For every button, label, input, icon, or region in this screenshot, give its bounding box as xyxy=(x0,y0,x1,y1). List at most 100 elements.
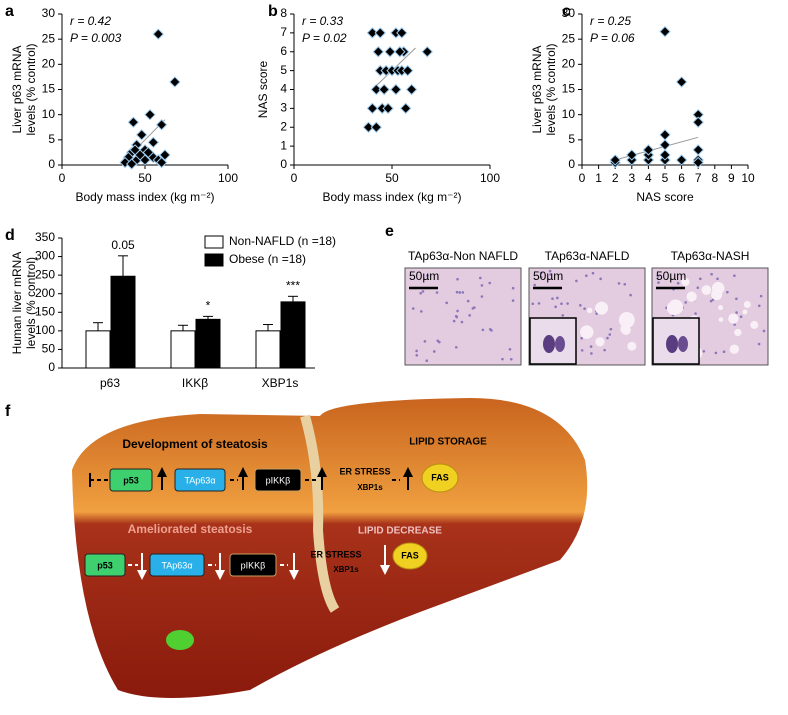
y-tick-label: 15 xyxy=(42,82,56,96)
gallbladder xyxy=(166,630,194,650)
inset-cell xyxy=(543,335,555,353)
y-tick-label: 0 xyxy=(48,360,55,374)
x-tick-label: 6 xyxy=(678,171,685,185)
panel-label: e xyxy=(385,223,394,240)
nucleus xyxy=(454,345,458,349)
point xyxy=(382,102,394,115)
nucleus xyxy=(599,277,602,281)
y-tick-label: 5 xyxy=(48,132,55,146)
y-tick-label: 15 xyxy=(562,82,576,96)
nucleus xyxy=(548,269,552,273)
y-tick-label: 200 xyxy=(35,286,55,300)
x-tick-label: 10 xyxy=(741,171,755,185)
nucleus xyxy=(445,301,448,305)
box xyxy=(109,468,153,492)
point xyxy=(127,116,140,128)
inset-cell xyxy=(678,336,688,352)
point xyxy=(144,108,156,121)
label: pIKKβ xyxy=(241,560,266,570)
nucleus xyxy=(608,333,612,336)
nucleus xyxy=(739,315,743,319)
nucleus xyxy=(461,291,465,294)
y-tick-label: 4 xyxy=(280,82,287,96)
annotation: r = 0.42 xyxy=(70,14,111,28)
liver-diagram: f Development of steatosis LIPID STORAGE… xyxy=(5,398,588,698)
point xyxy=(609,154,621,166)
x-tick-label: 8 xyxy=(711,171,718,185)
nucleus xyxy=(460,320,464,324)
point xyxy=(642,144,655,156)
nucleus xyxy=(488,327,492,331)
nucleus xyxy=(579,304,582,307)
nucleus xyxy=(432,350,436,353)
nucleus xyxy=(699,277,702,281)
nucleus xyxy=(589,345,593,348)
nucleus xyxy=(501,357,504,361)
label: ER STRESS xyxy=(310,549,361,559)
point xyxy=(394,46,406,58)
nucleus xyxy=(759,294,763,298)
point xyxy=(366,102,379,115)
nucleus xyxy=(580,349,584,352)
nucleus xyxy=(531,302,535,306)
y-tick-label: 0 xyxy=(568,157,575,171)
y-tick-label: 20 xyxy=(42,57,56,71)
nucleus xyxy=(580,336,583,340)
vacuole xyxy=(711,289,723,301)
nucleus xyxy=(709,299,713,303)
nucleus xyxy=(591,271,595,275)
nucleus xyxy=(533,283,536,287)
bar xyxy=(195,318,221,369)
nucleus xyxy=(549,273,552,276)
nucleus xyxy=(585,274,588,278)
y-tick-label: 0 xyxy=(48,157,55,171)
y-tick-label: 350 xyxy=(35,230,55,244)
nucleus xyxy=(726,290,729,294)
y-tick-label: 3 xyxy=(280,101,287,115)
nucleus xyxy=(511,299,515,302)
nucleus xyxy=(676,281,680,285)
x-tick-label: p63 xyxy=(100,376,120,390)
x-tick-label: 7 xyxy=(695,171,702,185)
annotation: P = 0.06 xyxy=(590,31,635,45)
vacuole xyxy=(580,325,594,339)
y-tick-label: 250 xyxy=(35,267,55,281)
point xyxy=(626,149,638,161)
nucleus xyxy=(561,314,565,317)
x-tick-label: 0 xyxy=(291,171,298,185)
x-tick-label: 50 xyxy=(138,171,152,185)
bottom-right: LIPID DECREASE xyxy=(358,526,442,537)
nucleus xyxy=(466,299,470,303)
x-tick-label: 1 xyxy=(595,171,602,185)
y-axis-label: levels (% control) xyxy=(24,257,38,349)
point xyxy=(159,149,171,161)
label: XBP1s xyxy=(357,483,383,492)
annotation: P = 0.02 xyxy=(302,31,347,45)
x-tick-label: 0 xyxy=(579,171,586,185)
nucleus xyxy=(508,347,512,351)
y-tick-label: 50 xyxy=(42,342,56,356)
nucleus xyxy=(657,281,660,284)
y-tick-label: 25 xyxy=(42,31,56,45)
nucleus xyxy=(603,348,606,352)
nucleus xyxy=(733,323,736,326)
bar xyxy=(85,330,111,369)
y-axis-label: Liver p63 mRNA xyxy=(530,45,544,133)
scale-label: 50µm xyxy=(533,269,563,283)
point xyxy=(390,83,402,96)
x-axis-label: Body mass index (kg m⁻²) xyxy=(322,190,461,204)
vacuole xyxy=(627,341,637,351)
point xyxy=(370,121,383,133)
panel-label: d xyxy=(5,227,15,244)
point xyxy=(126,158,138,170)
nucleus xyxy=(629,293,632,297)
y-axis-label: levels (% control) xyxy=(544,43,558,135)
label: XBP1s xyxy=(333,565,359,574)
y-tick-label: 0 xyxy=(280,157,287,171)
x-tick-label: 2 xyxy=(612,171,619,185)
nucleus xyxy=(415,353,419,357)
y-tick-label: 2 xyxy=(280,119,287,133)
nucleus xyxy=(714,351,718,355)
nucleus xyxy=(566,302,569,305)
y-tick-label: 10 xyxy=(42,107,56,121)
